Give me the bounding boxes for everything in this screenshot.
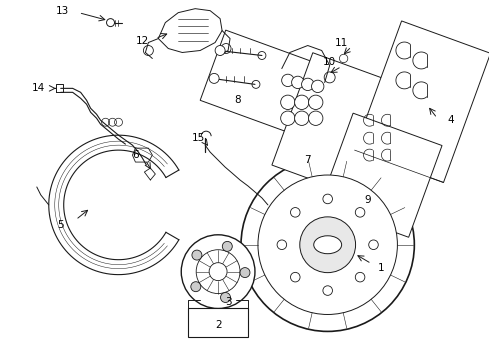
Circle shape xyxy=(240,267,250,278)
Bar xyxy=(200,30,327,137)
Circle shape xyxy=(294,95,309,109)
Circle shape xyxy=(323,286,332,295)
Circle shape xyxy=(323,194,332,204)
Circle shape xyxy=(106,19,115,27)
Circle shape xyxy=(209,263,227,280)
Text: 11: 11 xyxy=(335,37,348,48)
Circle shape xyxy=(241,158,415,332)
Bar xyxy=(272,53,446,213)
Circle shape xyxy=(291,208,300,217)
Circle shape xyxy=(312,80,324,93)
Circle shape xyxy=(196,250,240,293)
Circle shape xyxy=(368,240,378,249)
Circle shape xyxy=(277,240,287,249)
Text: 5: 5 xyxy=(57,220,64,230)
Ellipse shape xyxy=(314,236,342,254)
Text: 15: 15 xyxy=(192,133,205,143)
Text: 3: 3 xyxy=(225,297,231,306)
Text: 2: 2 xyxy=(215,320,221,330)
Circle shape xyxy=(191,282,201,292)
Bar xyxy=(355,21,490,183)
Circle shape xyxy=(281,95,295,109)
Circle shape xyxy=(281,111,295,125)
Circle shape xyxy=(355,208,365,217)
Text: 1: 1 xyxy=(378,263,385,273)
Circle shape xyxy=(220,293,230,302)
Text: 9: 9 xyxy=(364,195,371,205)
Text: 14: 14 xyxy=(32,84,46,93)
Circle shape xyxy=(294,111,309,125)
Text: 8: 8 xyxy=(235,95,242,105)
Text: 4: 4 xyxy=(448,115,455,125)
Text: 12: 12 xyxy=(136,36,149,46)
Circle shape xyxy=(355,273,365,282)
Circle shape xyxy=(215,45,225,55)
Text: 10: 10 xyxy=(323,58,336,67)
Circle shape xyxy=(282,74,294,86)
Circle shape xyxy=(292,76,304,89)
Circle shape xyxy=(309,111,323,125)
Bar xyxy=(188,307,248,337)
Text: 6: 6 xyxy=(132,150,139,160)
Circle shape xyxy=(209,73,219,84)
Circle shape xyxy=(258,175,397,315)
Circle shape xyxy=(301,78,314,91)
Text: 7: 7 xyxy=(304,155,311,165)
Circle shape xyxy=(181,235,255,309)
Polygon shape xyxy=(158,9,222,53)
Circle shape xyxy=(291,273,300,282)
Circle shape xyxy=(300,217,356,273)
Circle shape xyxy=(309,95,323,109)
Circle shape xyxy=(192,250,202,260)
Text: 13: 13 xyxy=(56,6,69,15)
Bar xyxy=(319,113,442,237)
Circle shape xyxy=(222,242,232,251)
